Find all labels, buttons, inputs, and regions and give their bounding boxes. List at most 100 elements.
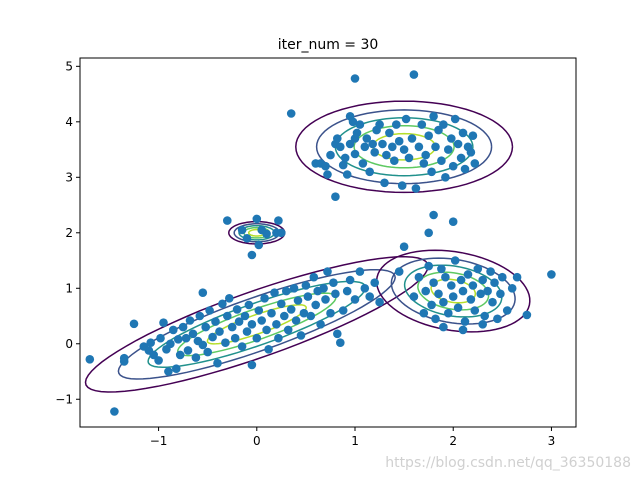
data-point (309, 272, 319, 282)
data-point (437, 156, 446, 165)
data-point (262, 325, 271, 335)
data-point (331, 289, 340, 299)
data-point (392, 120, 401, 129)
data-point (394, 136, 404, 146)
data-point (188, 329, 198, 339)
contour-line (84, 255, 429, 393)
data-point (444, 145, 453, 154)
data-point (257, 225, 267, 235)
x-tick-label: −1 (150, 434, 168, 448)
data-point (323, 170, 332, 179)
data-point (488, 297, 497, 307)
y-tick-label: 5 (65, 59, 73, 73)
data-point (345, 139, 355, 149)
data-point (434, 289, 443, 299)
data-point (277, 299, 286, 309)
data-point (254, 306, 264, 315)
data-point (434, 125, 443, 135)
data-point (242, 234, 252, 243)
data-point (470, 306, 480, 315)
y-tick-label: 0 (65, 337, 73, 351)
data-point (424, 261, 434, 271)
y-axis: −1 0 1 2 3 4 5 (55, 59, 80, 406)
data-point (164, 367, 173, 376)
data-point (345, 275, 355, 285)
data-point (427, 167, 436, 177)
data-point (293, 296, 303, 305)
scatter-points (85, 70, 556, 416)
data-point (85, 355, 95, 364)
y-tick-label: 3 (65, 170, 73, 184)
data-point (360, 284, 370, 293)
data-point (429, 210, 438, 220)
data-point (234, 317, 244, 326)
data-point (185, 316, 195, 325)
data-point (478, 320, 488, 329)
data-point (321, 295, 330, 304)
data-point (463, 270, 473, 279)
data-point (333, 134, 342, 143)
data-point (448, 292, 458, 301)
data-point (208, 332, 217, 342)
data-point (195, 311, 205, 321)
data-point (198, 340, 208, 350)
data-point (254, 240, 264, 250)
data-point (225, 294, 234, 303)
data-point (282, 286, 291, 296)
data-point (547, 270, 556, 279)
data-point (205, 306, 214, 315)
data-point (242, 327, 252, 336)
data-point (350, 149, 360, 159)
data-point (399, 145, 409, 154)
data-point (502, 306, 512, 315)
y-tick-label: 4 (65, 115, 73, 129)
data-point (319, 284, 328, 293)
data-point (470, 159, 480, 168)
data-point (264, 345, 273, 354)
data-point (237, 225, 247, 235)
data-point (421, 150, 431, 160)
contour-line (353, 124, 455, 169)
data-point (191, 353, 201, 362)
data-point (473, 264, 483, 274)
data-point (336, 338, 345, 348)
data-point (323, 267, 332, 276)
data-point (311, 300, 321, 310)
data-point (355, 267, 365, 276)
data-point (404, 153, 414, 163)
data-point (146, 338, 155, 348)
data-point (296, 331, 306, 340)
data-point (326, 308, 335, 318)
data-point (394, 267, 404, 276)
data-point (429, 278, 438, 288)
x-tick-label: 2 (449, 434, 457, 448)
data-point (431, 142, 440, 152)
data-point (299, 308, 309, 318)
data-point (360, 142, 370, 152)
data-point (507, 284, 517, 293)
data-point (468, 281, 478, 290)
data-point (331, 192, 340, 201)
data-point (448, 161, 458, 171)
contour-line (295, 100, 514, 194)
data-point (480, 311, 490, 321)
data-point (201, 322, 210, 332)
contour-line (390, 257, 516, 325)
data-point (448, 217, 458, 226)
data-point (183, 346, 193, 355)
data-point (370, 148, 380, 157)
x-tick-label: 1 (351, 434, 359, 448)
data-point (483, 286, 492, 296)
data-point (119, 353, 129, 363)
data-point (348, 117, 358, 127)
data-point (365, 167, 375, 177)
data-point (221, 338, 230, 348)
data-point (338, 160, 348, 170)
data-point (456, 153, 466, 163)
data-point (329, 278, 338, 288)
data-point (154, 356, 163, 365)
data-point (203, 347, 212, 357)
data-point (522, 310, 532, 320)
data-point (237, 342, 247, 351)
